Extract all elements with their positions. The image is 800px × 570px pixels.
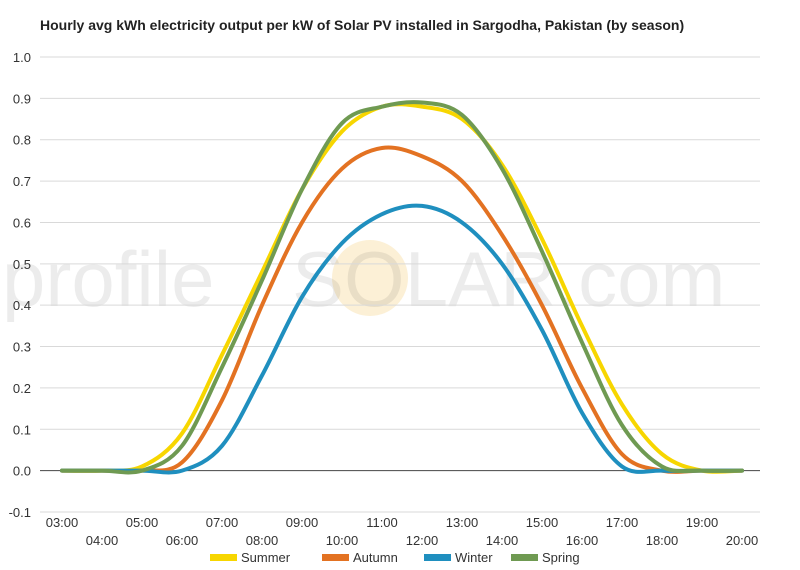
watermark-text-right: SOLAR.com [292,235,725,323]
y-tick-label: 0.4 [13,298,31,313]
watermark: profile SOLAR.com [2,235,725,323]
x-tick-label: 05:00 [126,515,159,530]
x-tick-label: 14:00 [486,533,519,548]
x-tick-label: 18:00 [646,533,679,548]
legend-label-spring: Spring [542,550,580,565]
x-tick-label: 06:00 [166,533,199,548]
legend-label-summer: Summer [241,550,291,565]
series-line-autumn [60,145,744,474]
x-tick-label: 09:00 [286,515,319,530]
y-tick-label: 0.9 [13,91,31,106]
series-line-spring [60,100,744,475]
y-tick-label: 1.0 [13,50,31,65]
x-tick-label: 03:00 [46,515,79,530]
legend-swatch-winter [424,554,451,561]
legend-label-winter: Winter [455,550,493,565]
legend-swatch-autumn [322,554,349,561]
y-tick-label: 0.5 [13,257,31,272]
y-axis: -0.1 0.0 0.1 0.2 0.3 0.4 0.5 0.6 0.7 0.8 0.9 1.0 [9,50,31,520]
watermark-sun [332,240,408,316]
grid [40,56,760,513]
y-tick-label: 0.6 [13,215,31,230]
legend-label-autumn: Autumn [353,550,398,565]
x-tick-label: 16:00 [566,533,599,548]
series-lines [60,100,744,475]
x-tick-label: 10:00 [326,533,359,548]
y-tick-label: -0.1 [9,505,31,520]
legend: Summer Autumn Winter Spring [210,550,580,565]
y-tick-label: 0.7 [13,174,31,189]
series-line-winter [60,203,744,475]
y-tick-label: 0.8 [13,133,31,148]
y-tick-label: 0.1 [13,422,31,437]
y-tick-label: 0.3 [13,340,31,355]
y-tick-label: 0.2 [13,381,31,396]
x-tick-label: 15:00 [526,515,559,530]
x-tick-label: 08:00 [246,533,279,548]
x-tick-label: 13:00 [446,515,479,530]
x-tick-label: 12:00 [406,533,439,548]
x-tick-label: 11:00 [366,515,398,530]
x-axis: 03:00 05:00 07:00 09:00 11:00 13:00 15:00 17:00… [46,515,759,548]
y-tick-label: 0.0 [13,464,31,479]
legend-swatch-spring [511,554,538,561]
chart-title: Hourly avg kWh electricity output per kW… [40,17,685,33]
x-tick-label: 17:00 [606,515,639,530]
x-tick-label: 07:00 [206,515,239,530]
legend-swatch-summer [210,554,237,561]
x-tick-label: 19:00 [686,515,719,530]
x-tick-label: 20:00 [726,533,759,548]
x-tick-label: 04:00 [86,533,119,548]
watermark-text-left: profile [2,235,214,323]
